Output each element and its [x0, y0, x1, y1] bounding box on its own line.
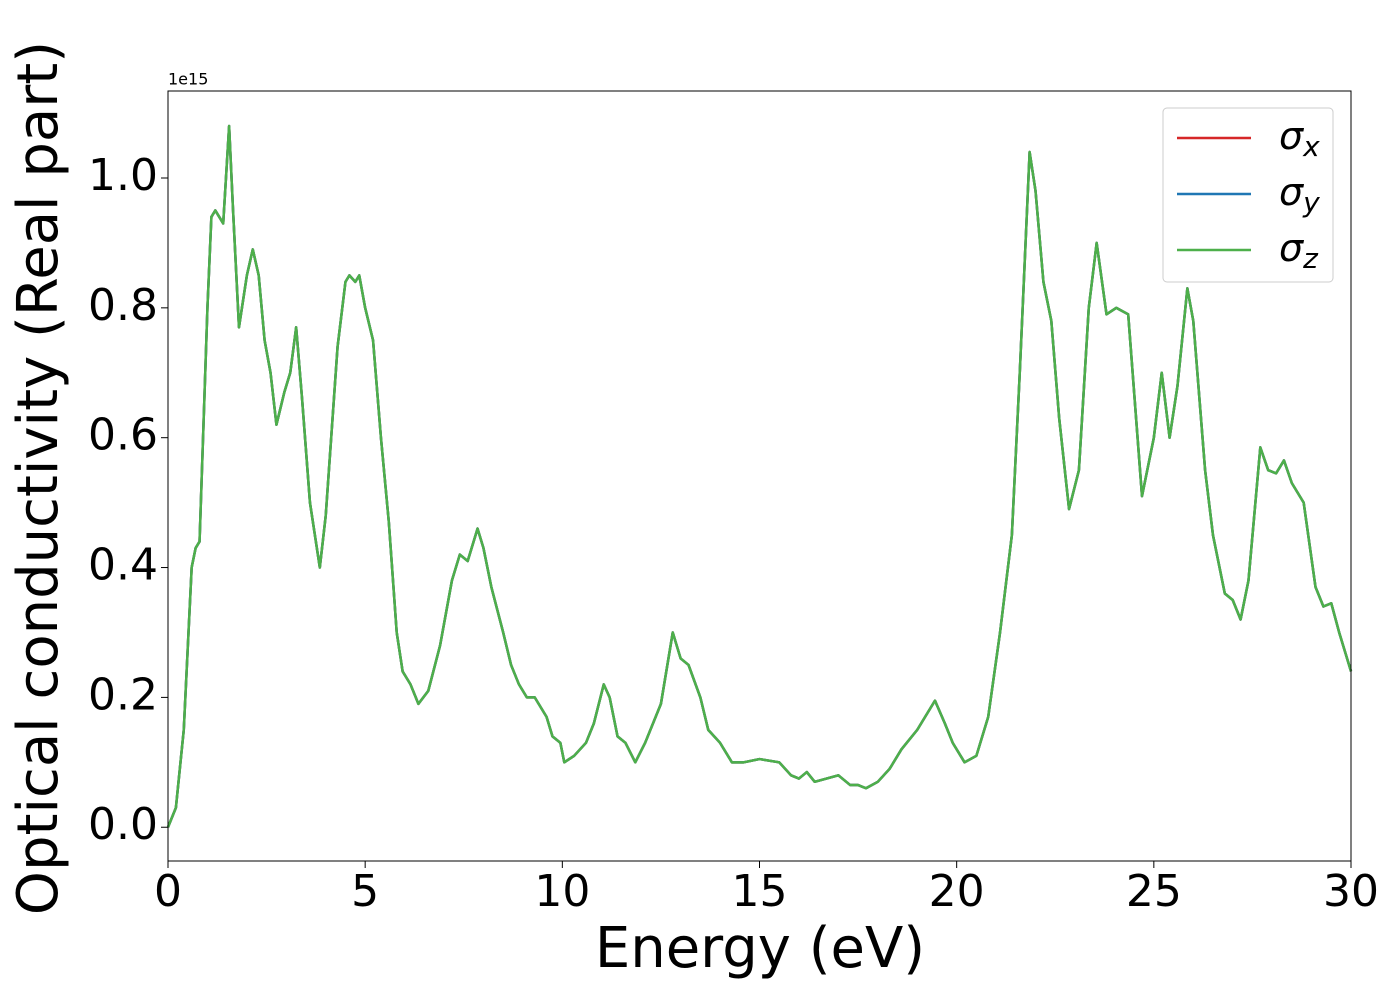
plot-frame [167, 90, 1352, 862]
series-line [166, 124, 1353, 828]
x-axis-label: Energy (eV) [595, 916, 925, 981]
x-tick-label: 5 [351, 866, 379, 917]
x-tick-label: 0 [154, 866, 182, 917]
x-tick-label: 25 [1126, 866, 1182, 917]
y-tick-label: 0.0 [88, 799, 158, 850]
x-tick-label: 15 [732, 866, 788, 917]
legend-label: σz [1279, 226, 1319, 276]
y-axis-label: Optical conductivity (Real part) [6, 41, 71, 915]
x-tick-label: 30 [1323, 866, 1379, 917]
x-tick-label: 20 [929, 866, 985, 917]
offset-label: 1e15 [168, 70, 208, 89]
legend-label: σy [1279, 170, 1320, 220]
y-tick-label: 0.8 [88, 280, 158, 331]
y-tick-label: 0.6 [88, 410, 158, 461]
x-tick-label: 10 [534, 866, 590, 917]
y-tick-label: 0.4 [88, 540, 158, 591]
legend-label: σx [1279, 114, 1320, 164]
y-tick-label: 1.0 [88, 150, 158, 201]
y-tick-label: 0.2 [88, 669, 158, 720]
